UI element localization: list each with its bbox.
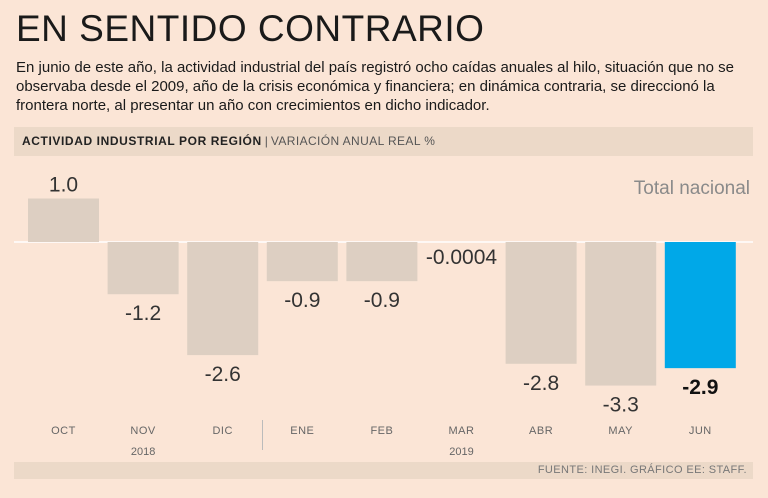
source-note: FUENTE: INEGI. GRÁFICO EE: STAFF. [537,464,747,476]
value-label-oct: 1.0 [49,174,78,197]
tick-label-oct: OCT [51,425,76,437]
tick-label-ene: ENE [290,425,314,437]
chart-title: ACTIVIDAD INDUSTRIAL POR REGIÓN [22,134,262,148]
chart-header: ACTIVIDAD INDUSTRIAL POR REGIÓN | VARIACIÓ… [14,127,753,156]
value-label-feb: -0.9 [364,289,400,312]
value-label-jun: -2.9 [682,376,718,399]
bar-abr [505,242,577,364]
value-label-abr: -2.8 [523,372,559,395]
page-title: EN SENTIDO CONTRARIO [16,8,485,49]
bar-nov [107,242,179,295]
year-label-2018: 2018 [131,446,155,458]
chart-header-separator: | [264,134,268,148]
tick-label-feb: FEB [370,425,393,437]
chart-subtitle: VARIACIÓN ANUAL REAL % [270,134,436,148]
page-subtitle: En junio de este año, la actividad indus… [16,59,734,114]
tick-label-mar: MAR [449,425,475,437]
value-label-mar: -0.0004 [426,246,498,269]
tick-label-nov: NOV [130,425,156,437]
value-label-may: -3.3 [603,394,639,417]
tick-label-abr: ABR [529,425,553,437]
value-label-ene: -0.9 [284,289,320,312]
year-label-2019: 2019 [449,446,473,458]
bar-may [585,242,657,386]
bar-ene [266,242,338,282]
value-label-nov: -1.2 [125,302,161,325]
legend-total-nacional: Total nacional [634,178,750,199]
tick-label-dic: DIC [212,425,232,437]
tick-label-jun: JUN [689,425,712,437]
chart-footer: FUENTE: INEGI. GRÁFICO EE: STAFF. [14,462,753,479]
tick-label-may: MAY [608,425,633,437]
bar-feb [346,242,418,282]
bar-oct [28,198,99,242]
value-label-dic: -2.6 [205,363,241,386]
bar-jun [664,242,736,369]
bar-dic [187,242,259,356]
